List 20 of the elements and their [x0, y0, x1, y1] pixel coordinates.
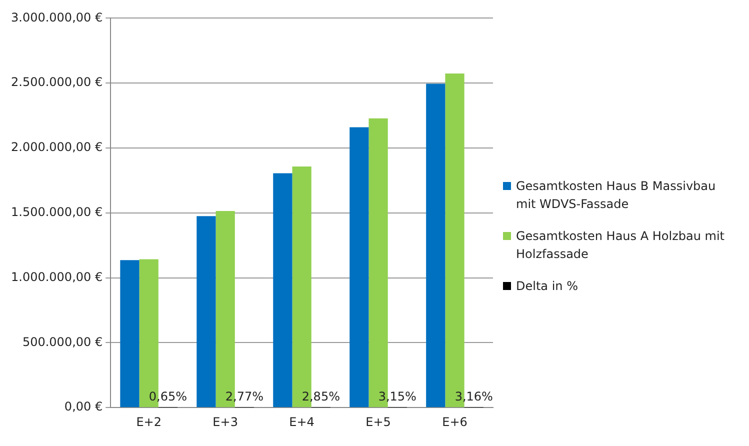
- legend-label: Gesamtkosten Haus A Holzbau mit Holzfassade: [516, 228, 726, 263]
- legend-label: Delta in %: [516, 278, 578, 295]
- y-tick-label: 2.000.000,00 €: [10, 140, 103, 154]
- y-tick-label: 1.500.000,00 €: [10, 205, 103, 220]
- x-tick-label: E+3: [212, 414, 238, 429]
- y-tick-label: 2.500.000,00 €: [10, 75, 103, 90]
- y-tick-label: 0,00 €: [64, 400, 103, 414]
- legend-label: Gesamtkosten Haus B Massivbau mit WDVS-Fassade: [516, 178, 717, 213]
- x-tick-label: E+6: [442, 414, 468, 429]
- x-tick-label: E+2: [136, 414, 162, 429]
- bar: [196, 216, 216, 408]
- bar: [273, 173, 292, 408]
- x-tick-label: E+5: [366, 414, 391, 429]
- x-tick-label: E+4: [289, 414, 314, 429]
- y-tick-label: 1.000.000,00 €: [10, 270, 103, 284]
- y-tick-label: 3.000.000,00 €: [10, 10, 103, 24]
- bar: [120, 260, 140, 408]
- y-tick-label: 500.000,00 €: [22, 334, 103, 349]
- bar: [426, 84, 446, 408]
- bar: [350, 127, 369, 408]
